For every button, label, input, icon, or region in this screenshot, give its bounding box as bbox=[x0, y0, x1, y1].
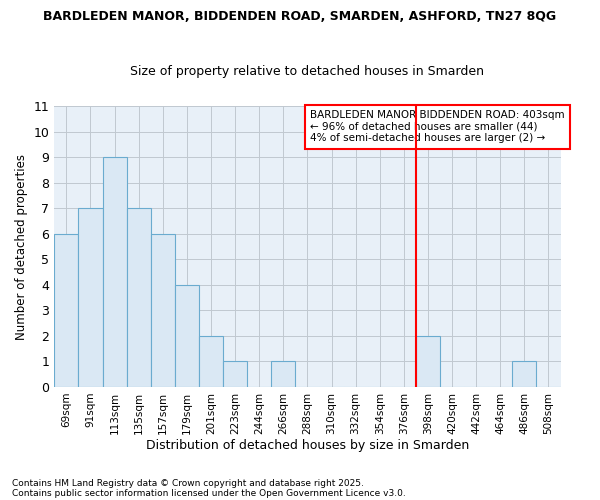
Bar bbox=[103, 157, 127, 387]
Bar bbox=[54, 234, 79, 387]
Bar bbox=[271, 362, 295, 387]
Bar bbox=[151, 234, 175, 387]
Bar bbox=[512, 362, 536, 387]
Bar bbox=[127, 208, 151, 387]
Bar bbox=[199, 336, 223, 387]
Bar bbox=[175, 285, 199, 387]
Bar bbox=[79, 208, 103, 387]
Text: Contains HM Land Registry data © Crown copyright and database right 2025.: Contains HM Land Registry data © Crown c… bbox=[12, 478, 364, 488]
Title: Size of property relative to detached houses in Smarden: Size of property relative to detached ho… bbox=[130, 66, 484, 78]
Bar bbox=[416, 336, 440, 387]
Bar bbox=[223, 362, 247, 387]
X-axis label: Distribution of detached houses by size in Smarden: Distribution of detached houses by size … bbox=[146, 440, 469, 452]
Text: Contains public sector information licensed under the Open Government Licence v3: Contains public sector information licen… bbox=[12, 488, 406, 498]
Text: BARDLEDEN MANOR BIDDENDEN ROAD: 403sqm
← 96% of detached houses are smaller (44): BARDLEDEN MANOR BIDDENDEN ROAD: 403sqm ←… bbox=[310, 110, 565, 144]
Y-axis label: Number of detached properties: Number of detached properties bbox=[15, 154, 28, 340]
Text: BARDLEDEN MANOR, BIDDENDEN ROAD, SMARDEN, ASHFORD, TN27 8QG: BARDLEDEN MANOR, BIDDENDEN ROAD, SMARDEN… bbox=[43, 10, 557, 23]
